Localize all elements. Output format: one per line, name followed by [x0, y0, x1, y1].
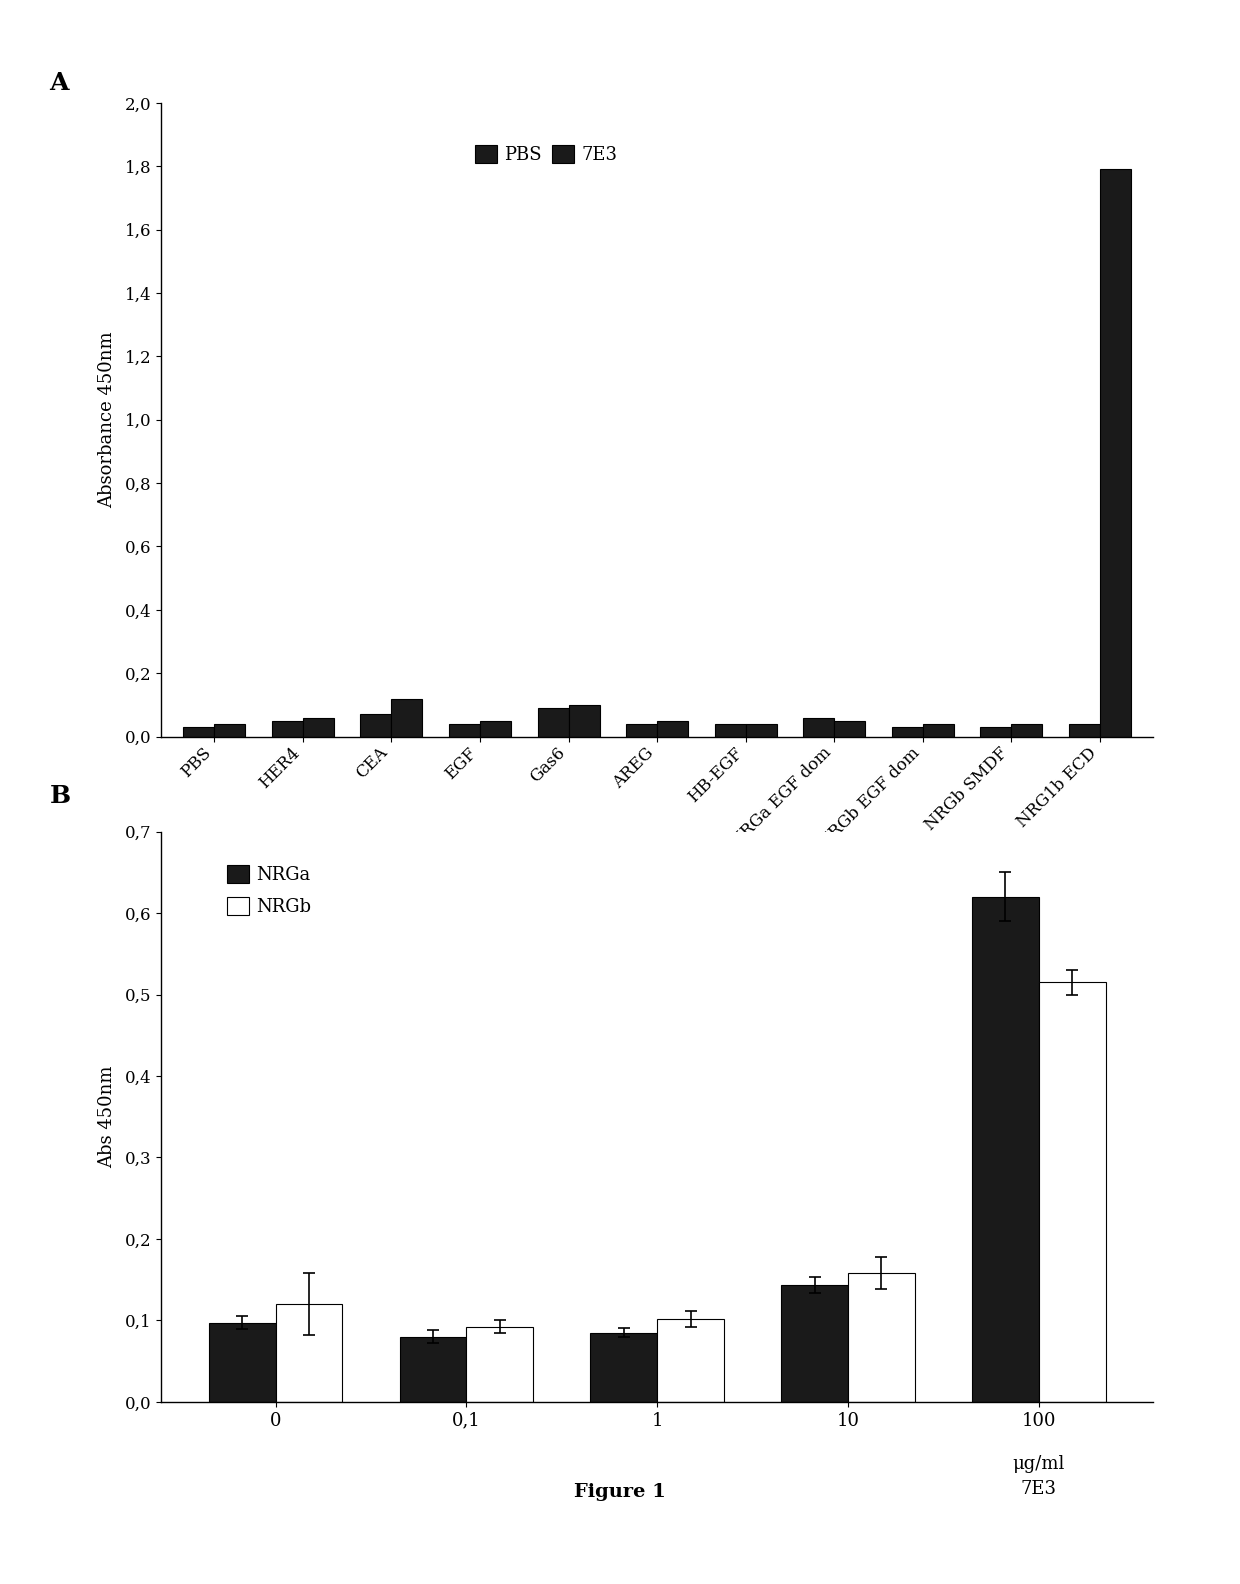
Bar — [981, 727, 1012, 737]
Text: Figure 1: Figure 1 — [574, 1483, 666, 1502]
Text: 7E3: 7E3 — [1021, 1479, 1056, 1497]
Bar — [1012, 724, 1043, 737]
Bar — [538, 708, 569, 737]
Bar — [892, 727, 923, 737]
Bar — [781, 1285, 848, 1402]
Bar — [657, 1319, 724, 1402]
Bar — [714, 724, 745, 737]
Text: μg/ml: μg/ml — [1013, 1454, 1065, 1473]
Bar — [1069, 724, 1100, 737]
Bar — [569, 705, 600, 737]
Text: B: B — [50, 784, 71, 808]
Bar — [399, 1337, 466, 1402]
Y-axis label: Abs 450nm: Abs 450nm — [98, 1066, 117, 1167]
Bar — [215, 724, 246, 737]
Bar — [590, 1332, 657, 1402]
Bar — [923, 724, 954, 737]
Bar — [275, 1304, 342, 1402]
Bar — [466, 1327, 533, 1402]
Bar — [303, 718, 334, 737]
Legend: NRGa, NRGb: NRGa, NRGb — [219, 857, 319, 923]
Legend: PBS, 7E3: PBS, 7E3 — [467, 138, 625, 171]
Bar — [208, 1323, 275, 1402]
Bar — [804, 718, 835, 737]
Bar — [626, 724, 657, 737]
Bar — [657, 721, 688, 737]
Bar — [848, 1274, 915, 1402]
Bar — [361, 714, 392, 737]
Y-axis label: Absorbance 450nm: Absorbance 450nm — [98, 331, 117, 508]
Bar — [835, 721, 866, 737]
Bar — [745, 724, 776, 737]
Bar — [1039, 982, 1106, 1402]
Bar — [184, 727, 215, 737]
Text: A: A — [50, 71, 69, 95]
Bar — [972, 897, 1039, 1402]
Bar — [480, 721, 511, 737]
Bar — [392, 699, 423, 737]
Bar — [449, 724, 480, 737]
Bar — [272, 721, 303, 737]
Bar — [1100, 169, 1131, 737]
